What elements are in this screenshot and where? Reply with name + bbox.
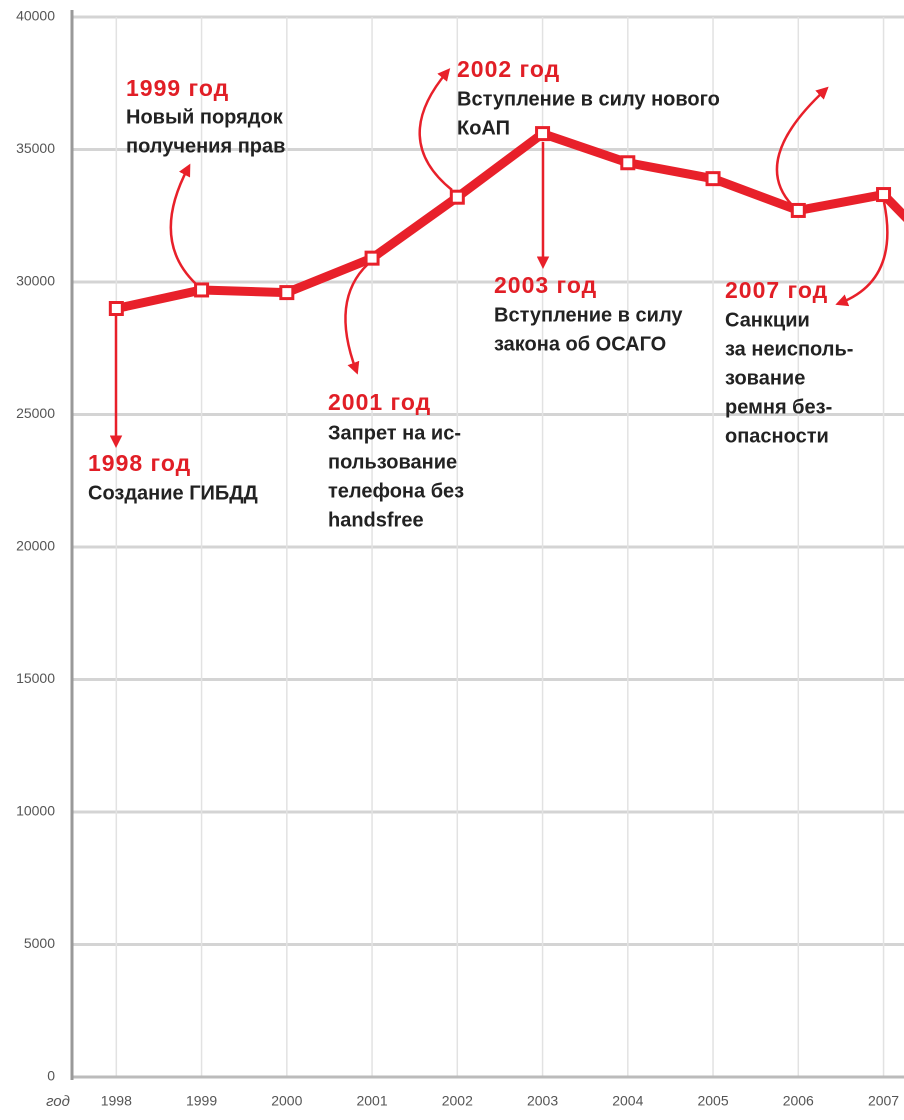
- data-point: [876, 187, 892, 203]
- x-tick-label: 2004: [612, 1093, 643, 1109]
- annotation-arrow: [775, 86, 829, 206]
- annotation-arrow: [418, 68, 453, 191]
- annotation-text: пользование: [328, 451, 457, 473]
- data-point: [108, 301, 124, 316]
- x-tick-label: 2006: [783, 1093, 814, 1109]
- y-tick-label: 15000: [16, 670, 55, 686]
- annotation-text: за неисполь-: [725, 338, 853, 360]
- annotation-arrow: [169, 163, 197, 285]
- x-axis-label: год: [46, 1093, 70, 1110]
- annotation-text: Создание ГИБДД: [88, 482, 258, 504]
- annotation-text: зование: [725, 367, 805, 389]
- y-tick-label: 40000: [16, 8, 55, 24]
- y-tick-label: 25000: [16, 405, 55, 421]
- data-point: [449, 189, 465, 205]
- annotation-text: опасности: [725, 425, 829, 447]
- data-point: [364, 250, 380, 266]
- y-tick-label: 35000: [16, 140, 55, 156]
- annotation-text: телефона без: [328, 480, 464, 502]
- x-tick-label: 2005: [697, 1093, 728, 1109]
- x-tick-label: 2007: [868, 1093, 899, 1109]
- annotation-title: 2002 год: [457, 56, 560, 82]
- annotation-title: 2007 год: [725, 277, 828, 303]
- annotation-text: закона об ОСАГО: [494, 333, 666, 355]
- annotation-title: 1998 год: [88, 450, 191, 476]
- annotation-text: КоАП: [457, 117, 510, 139]
- x-tick-label: 1999: [186, 1093, 217, 1109]
- plot-area: [108, 126, 904, 316]
- annotation-text: получения прав: [126, 135, 285, 157]
- annotation-text: Запрет на ис-: [328, 422, 461, 444]
- y-tick-label: 30000: [16, 273, 55, 289]
- x-tick-label: 2002: [442, 1093, 473, 1109]
- annotation-title: 2003 год: [494, 272, 597, 298]
- data-point: [194, 282, 210, 298]
- annotation-title: 1999 год: [126, 75, 229, 101]
- y-tick-label: 5000: [24, 935, 55, 951]
- annotation-text: Новый порядок: [126, 106, 284, 128]
- data-point: [620, 155, 636, 171]
- data-point: [535, 126, 551, 142]
- annotation-arrow: [835, 201, 889, 307]
- annotation-text: handsfree: [328, 509, 424, 531]
- y-tick-label: 0: [47, 1068, 55, 1084]
- annotation-arrow: [344, 263, 369, 375]
- data-point: [279, 285, 295, 301]
- x-tick-label: 1998: [101, 1093, 132, 1109]
- y-tick-label: 20000: [16, 538, 55, 554]
- y-tick-label: 10000: [16, 803, 55, 819]
- data-point: [790, 202, 806, 218]
- x-tick-label: 2003: [527, 1093, 558, 1109]
- x-tick-label: 2001: [356, 1093, 387, 1109]
- annotation-text: Вступление в силу нового: [457, 88, 720, 110]
- data-point: [705, 171, 721, 187]
- annotation-text: Санкции: [725, 309, 810, 331]
- annotation-title: 2001 год: [328, 389, 431, 415]
- annotation-text: ремня без-: [725, 396, 832, 418]
- x-tick-label: 2000: [271, 1093, 302, 1109]
- annotation-text: Вступление в силу: [494, 304, 683, 326]
